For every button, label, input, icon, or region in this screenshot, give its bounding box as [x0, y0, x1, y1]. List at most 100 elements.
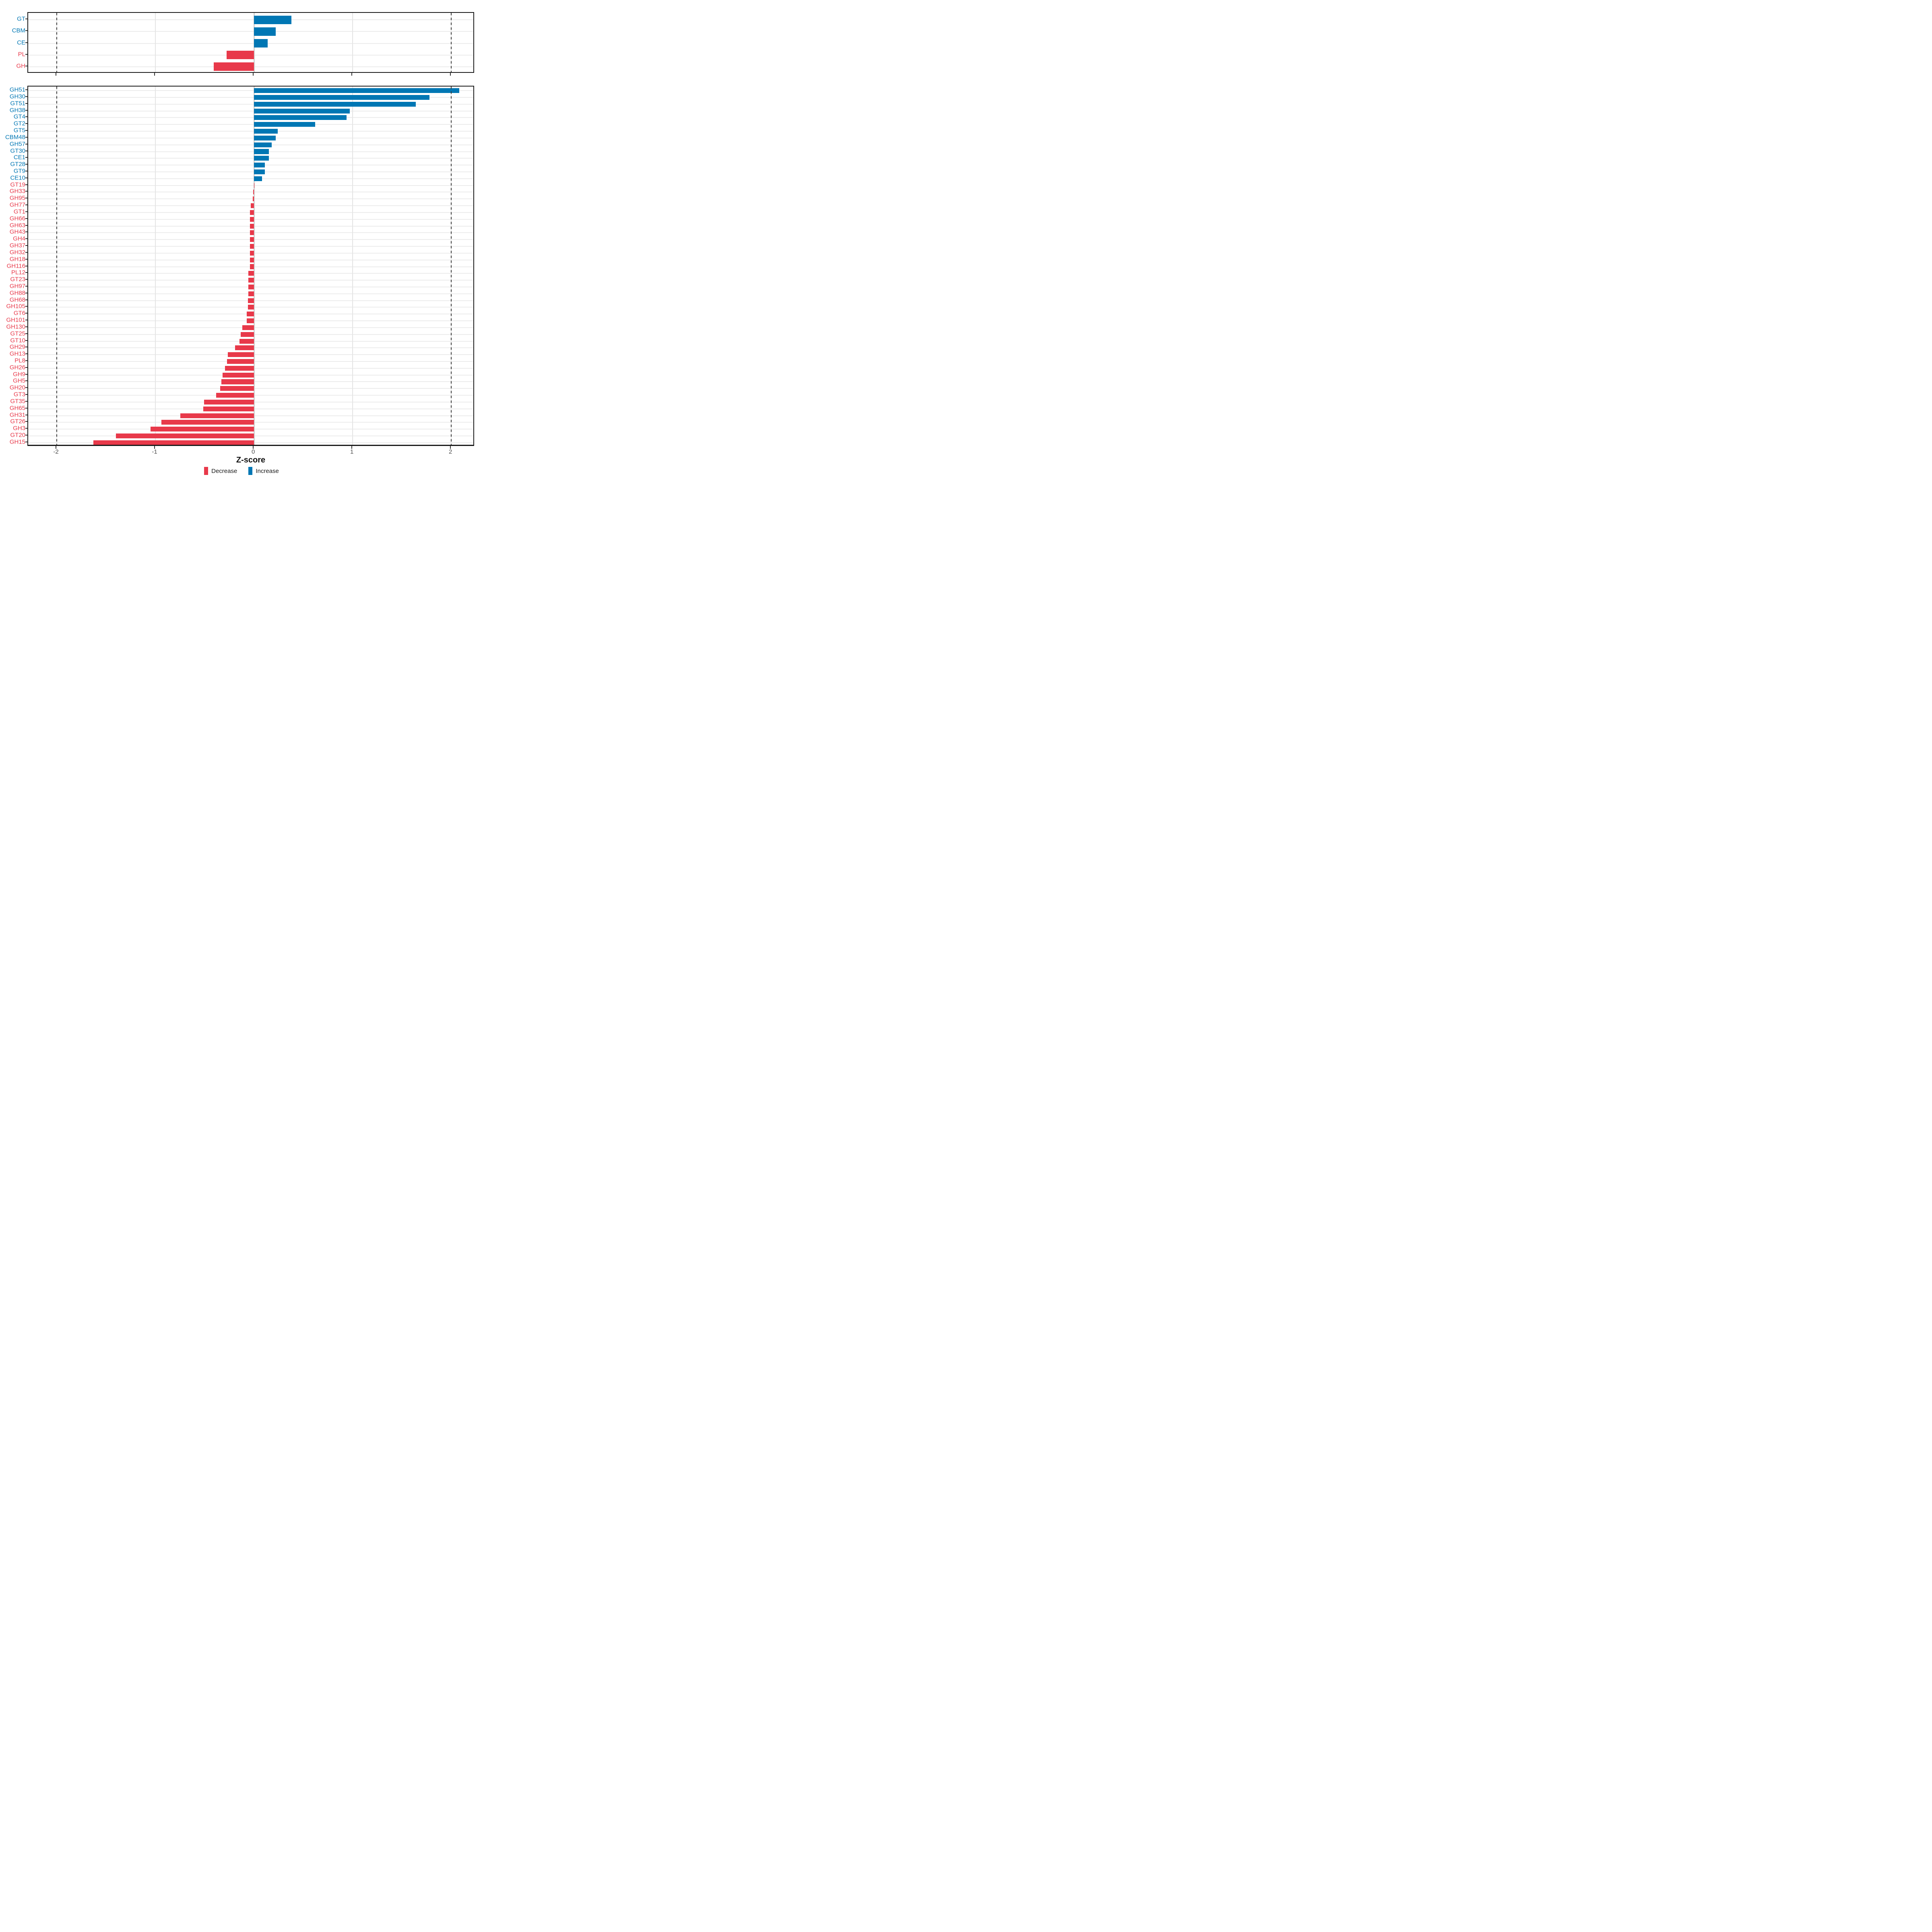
category-tick: [25, 89, 27, 91]
category-tick: [25, 130, 27, 131]
category-label-CBM: CBM: [12, 27, 25, 34]
category-tick: [25, 285, 27, 287]
bar-GH65: [203, 406, 254, 411]
category-tick: [25, 54, 27, 55]
gridline-horizontal: [28, 144, 473, 145]
category-label-GH30: GH30: [9, 93, 25, 100]
x-tick-label: -2: [53, 448, 59, 455]
category-label-GT25: GT25: [10, 330, 25, 337]
bar-GH57: [254, 142, 272, 147]
category-label-GH13: GH13: [9, 350, 25, 357]
x-axis-tick: [351, 446, 353, 449]
gridline-horizontal: [28, 90, 473, 91]
bar-CBM48: [254, 135, 276, 140]
bar-GH3: [150, 427, 254, 432]
category-tick: [25, 353, 27, 355]
figure: -2 -1 0 1 2 Z-score Decrease Increase GT CBM C…: [0, 0, 483, 483]
gridline-horizontal: [28, 198, 473, 200]
x-axis-tick: [253, 73, 254, 76]
legend-label-increase: Increase: [256, 467, 279, 475]
category-tick: [25, 272, 27, 273]
category-label-GT: GT: [17, 15, 25, 23]
category-label-GT3: GT3: [13, 391, 25, 398]
bar-GH13: [228, 352, 254, 357]
category-tick: [25, 428, 27, 429]
category-label-GH5: GH5: [13, 377, 25, 384]
bar-GH88: [248, 291, 254, 296]
category-tick: [25, 374, 27, 375]
category-tick: [25, 360, 27, 361]
category-label-GT51: GT51: [10, 100, 25, 107]
category-label-GH77: GH77: [9, 201, 25, 208]
bar-GH18: [250, 257, 254, 262]
gridline-horizontal: [28, 151, 473, 152]
category-label-GH26: GH26: [9, 364, 25, 371]
bar-GT5: [254, 128, 278, 134]
category-label-GT5: GT5: [13, 127, 25, 134]
category-label-GH88: GH88: [9, 289, 25, 297]
category-tick: [25, 421, 27, 422]
category-tick: [25, 191, 27, 192]
bar-CE1: [254, 156, 269, 161]
legend-item-decrease: Decrease: [204, 467, 237, 475]
x-tick-label: 1: [350, 448, 354, 455]
category-label-GH20: GH20: [9, 384, 25, 391]
category-tick: [25, 30, 27, 31]
category-label-CE10: CE10: [10, 174, 25, 182]
bar-GH29: [235, 345, 254, 351]
category-tick: [25, 136, 27, 138]
x-axis-tick: [450, 73, 451, 76]
category-tick: [25, 218, 27, 219]
x-axis-tick: [450, 446, 451, 449]
x-axis-tick: [154, 73, 155, 76]
category-tick: [25, 340, 27, 341]
bar-GH37: [250, 244, 254, 249]
legend-key-decrease: [204, 467, 208, 475]
category-tick: [25, 157, 27, 158]
category-label-GH105: GH105: [6, 303, 25, 310]
category-label-GH101: GH101: [6, 316, 25, 324]
category-label-GH4: GH4: [13, 235, 25, 242]
top-panel-plot-area: [28, 13, 473, 72]
bar-GH15: [93, 440, 254, 445]
category-label-CBM48: CBM48: [5, 134, 25, 141]
bar-GH38: [254, 108, 350, 114]
category-label-GH9: GH9: [13, 371, 25, 378]
category-label-GH3: GH3: [13, 425, 25, 432]
bar-GH63: [250, 223, 254, 229]
bar-GH130: [242, 325, 254, 330]
category-label-GT26: GT26: [10, 418, 25, 425]
category-label-PL8: PL8: [14, 357, 25, 364]
bar-GH105: [248, 305, 254, 310]
category-tick: [25, 225, 27, 226]
reference-line-dashed: [451, 13, 452, 72]
bar-GT1: [250, 210, 254, 215]
category-tick: [25, 367, 27, 368]
bar-GH33: [253, 190, 254, 195]
category-label-GT4: GT4: [13, 113, 25, 120]
category-label-GH43: GH43: [9, 228, 25, 235]
bar-PL: [226, 51, 254, 59]
category-tick: [25, 306, 27, 307]
gridline-horizontal: [28, 158, 473, 159]
category-label-GH18: GH18: [9, 256, 25, 263]
category-tick: [25, 435, 27, 436]
category-tick: [25, 387, 27, 388]
bar-GH30: [254, 95, 430, 100]
category-label-GH38: GH38: [9, 107, 25, 114]
category-tick: [25, 400, 27, 402]
gridline-horizontal: [28, 117, 473, 118]
bar-PL8: [227, 359, 254, 364]
category-label-GT1: GT1: [13, 208, 25, 215]
category-tick: [25, 123, 27, 124]
x-tick-label: 0: [251, 448, 255, 455]
legend-item-increase: Increase: [248, 467, 279, 475]
category-label-GH63: GH63: [9, 222, 25, 229]
category-label-GH65: GH65: [9, 405, 25, 412]
category-label-GH95: GH95: [9, 194, 25, 202]
category-label-GH33: GH33: [9, 188, 25, 195]
bar-GH77: [250, 203, 254, 208]
category-label-GH32: GH32: [9, 249, 25, 256]
gridline-horizontal: [28, 124, 473, 125]
x-axis-tick: [154, 446, 155, 449]
